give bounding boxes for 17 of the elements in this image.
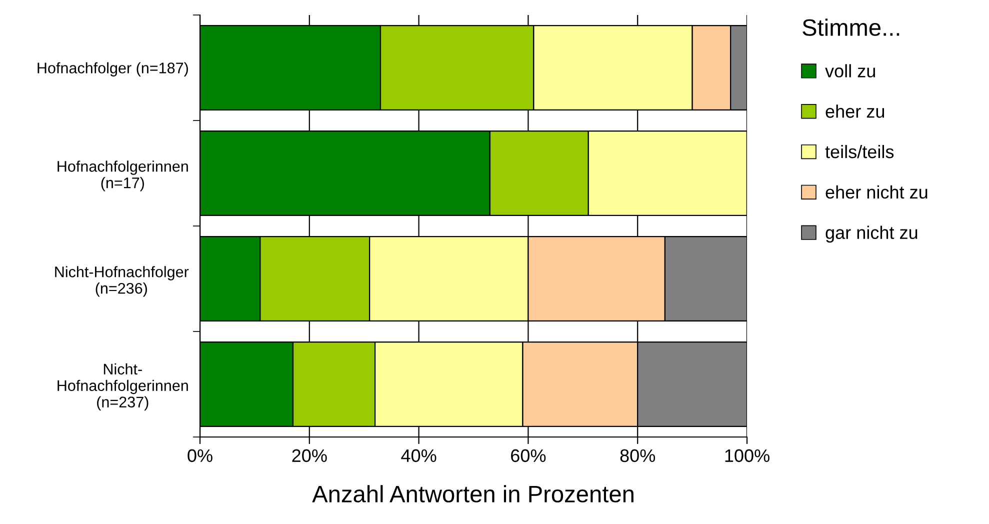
legend-label: gar nicht zu [826, 226, 918, 243]
x-tick-label: 40% [401, 449, 436, 462]
x-axis-title: Anzahl Antworten in Prozenten [312, 485, 634, 502]
legend-label: eher nicht zu [826, 185, 928, 199]
x-tick-label: 60% [511, 449, 546, 462]
x-tick-label: 80% [620, 449, 656, 462]
x-tick-label: 20% [292, 449, 327, 462]
legend-label: voll zu [825, 64, 875, 78]
legend-label: teils/teils [825, 144, 894, 158]
x-tick-label: 100% [725, 449, 770, 462]
y-tick-label: Hofnachfolgerinnen (n=17) [58, 160, 188, 192]
y-tick-label: Hofnachfolger (n=187) [38, 62, 188, 76]
x-tick-label: 0% [188, 449, 212, 462]
legend-label: eher zu [826, 104, 884, 118]
y-tick-label: Nicht-Hofnachfolger (n=236) [55, 266, 189, 297]
y-tick-label: Nicht- Hofnachfolgerinnen (n=237) [58, 363, 188, 411]
legend-title: Stimme... [802, 18, 900, 36]
